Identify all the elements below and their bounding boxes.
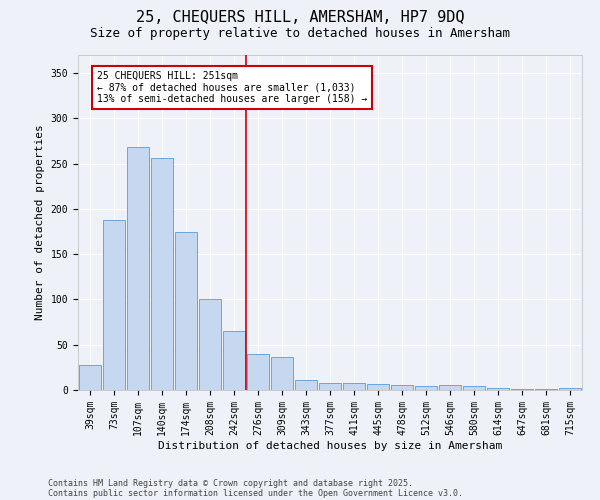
Bar: [247, 354, 269, 390]
Text: Contains public sector information licensed under the Open Government Licence v3: Contains public sector information licen…: [48, 488, 463, 498]
Y-axis label: Number of detached properties: Number of detached properties: [35, 124, 45, 320]
Bar: [199, 300, 221, 390]
X-axis label: Distribution of detached houses by size in Amersham: Distribution of detached houses by size …: [158, 440, 502, 450]
Bar: [511, 389, 533, 390]
Text: Contains HM Land Registry data © Crown copyright and database right 2025.: Contains HM Land Registry data © Crown c…: [48, 478, 413, 488]
Bar: [487, 388, 509, 390]
Bar: [175, 232, 197, 390]
Bar: [535, 389, 557, 390]
Bar: [319, 383, 341, 390]
Bar: [439, 386, 461, 390]
Text: 25, CHEQUERS HILL, AMERSHAM, HP7 9DQ: 25, CHEQUERS HILL, AMERSHAM, HP7 9DQ: [136, 10, 464, 25]
Bar: [79, 364, 101, 390]
Bar: [463, 386, 485, 390]
Bar: [271, 356, 293, 390]
Bar: [223, 331, 245, 390]
Bar: [103, 220, 125, 390]
Bar: [127, 148, 149, 390]
Bar: [367, 384, 389, 390]
Bar: [151, 158, 173, 390]
Text: Size of property relative to detached houses in Amersham: Size of property relative to detached ho…: [90, 28, 510, 40]
Bar: [415, 386, 437, 390]
Bar: [343, 383, 365, 390]
Bar: [391, 386, 413, 390]
Text: 25 CHEQUERS HILL: 251sqm
← 87% of detached houses are smaller (1,033)
13% of sem: 25 CHEQUERS HILL: 251sqm ← 87% of detach…: [97, 72, 367, 104]
Bar: [295, 380, 317, 390]
Bar: [559, 388, 581, 390]
